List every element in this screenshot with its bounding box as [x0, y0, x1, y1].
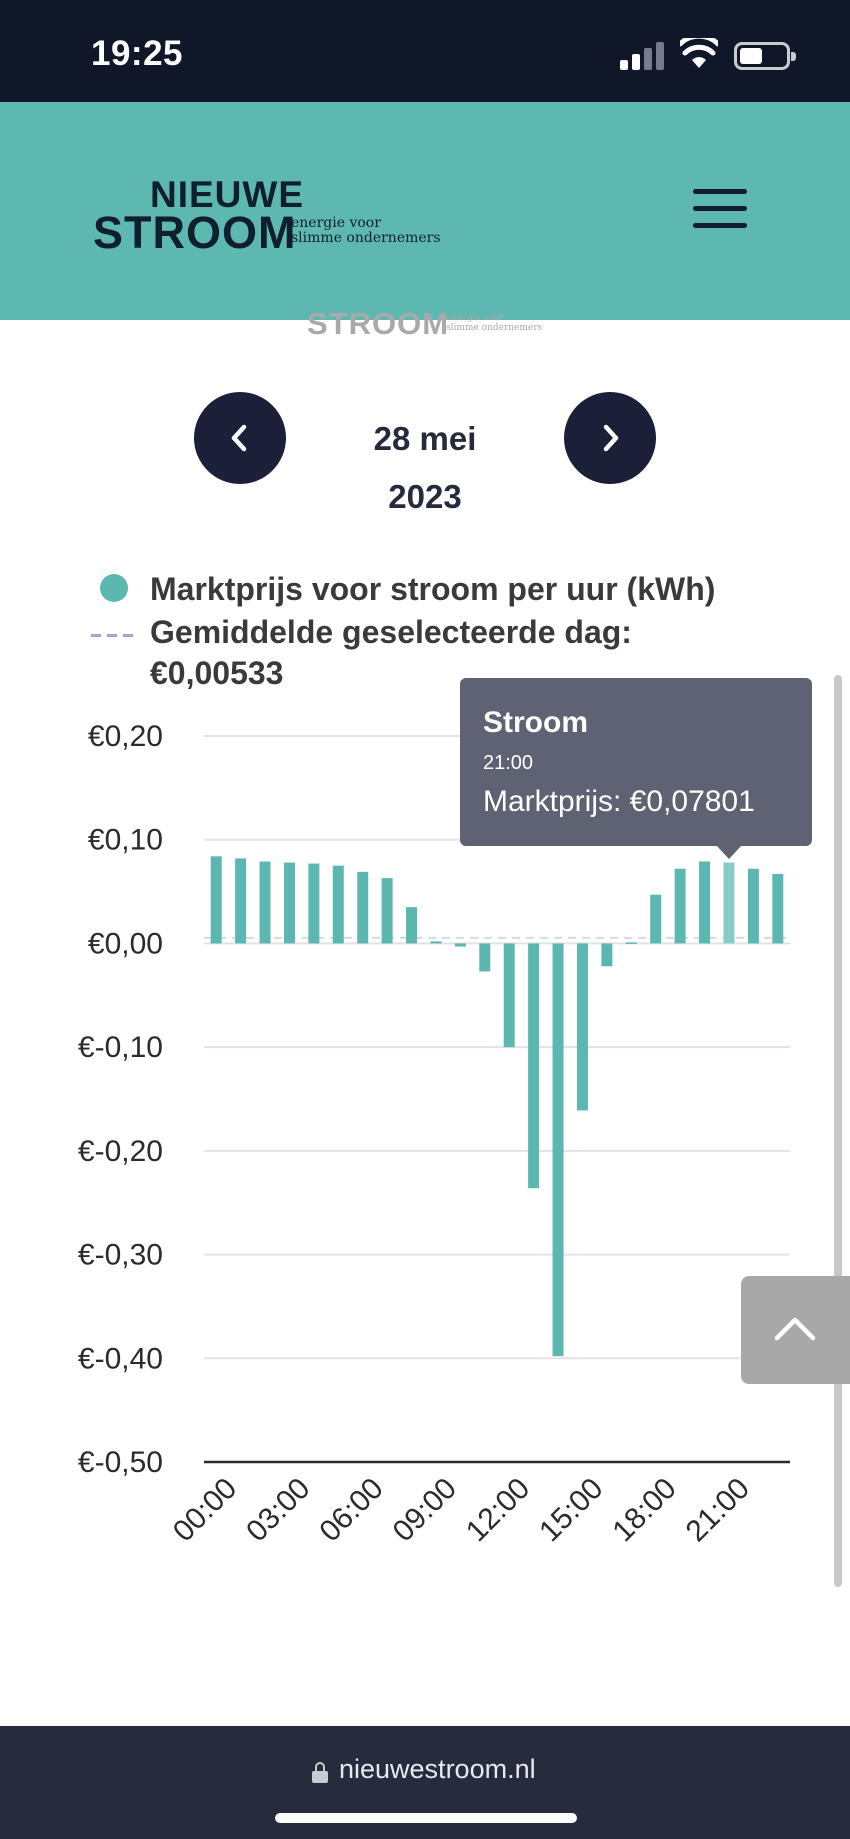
tooltip-time: 21:00 — [483, 752, 534, 774]
x-tick-label: 12:00 — [460, 1472, 536, 1548]
tooltip-arrow — [716, 845, 742, 859]
faded-tag-1: energie voor — [446, 313, 504, 323]
bar-1600[interactable] — [601, 943, 613, 967]
bar-2100[interactable] — [723, 862, 735, 944]
y-axis-ticks: €0,20 €0,10 €0,00 €-0,10 €-0,20 €-0,30 €-0,40 €… — [78, 720, 163, 1479]
date-day-month: 28 mei — [373, 420, 477, 457]
legend-average-value: €0,00533 — [150, 655, 284, 691]
previous-day-button[interactable] — [194, 392, 286, 484]
bar-1400[interactable] — [552, 943, 564, 1357]
y-tick-label: €-0,10 — [78, 1031, 163, 1064]
y-tick-label: €-0,40 — [78, 1342, 163, 1375]
legend-average-dash[interactable] — [91, 634, 139, 637]
tooltip-title: Stroom — [483, 706, 588, 739]
logo-line2: STROOM — [93, 207, 297, 258]
logo-tagline: energie voor slimme ondernemers — [291, 216, 441, 246]
legend-average-label[interactable]: Gemiddelde geselecteerde dag: — [150, 614, 632, 650]
bar-1900[interactable] — [674, 868, 686, 944]
browser-bar: nieuwestroom.nl — [0, 1726, 850, 1839]
bar-0000[interactable] — [210, 856, 222, 944]
y-tick-label: €0,10 — [88, 824, 163, 857]
lock-icon — [312, 1762, 328, 1783]
bar-1700[interactable] — [625, 942, 637, 944]
status-bar: 19:25 — [0, 0, 850, 102]
y-tick-label: €-0,30 — [78, 1239, 163, 1272]
logo-tagline-1: energie voor — [291, 215, 381, 231]
y-tick-label: €0,20 — [88, 720, 163, 753]
x-tick-label: 00:00 — [167, 1472, 243, 1548]
status-time: 19:25 — [91, 34, 184, 73]
battery-icon — [734, 42, 796, 70]
signal-icon — [620, 40, 664, 70]
bar-0400[interactable] — [308, 863, 320, 944]
y-tick-label: €-0,50 — [78, 1446, 163, 1479]
faded-logo-tagline: energie voor slimme ondernemers — [446, 313, 542, 333]
bar-1200[interactable] — [503, 943, 515, 1048]
logo-line1: NIEUWE — [150, 174, 304, 215]
bar-1500[interactable] — [576, 943, 588, 1111]
bar-0300[interactable] — [283, 862, 295, 944]
bar-1300[interactable] — [528, 943, 540, 1189]
bar-1000[interactable] — [454, 943, 466, 947]
bar-0700[interactable] — [381, 878, 393, 944]
bar-0900[interactable] — [430, 941, 442, 944]
x-tick-label: 18:00 — [606, 1472, 682, 1548]
hamburger-menu-icon[interactable] — [690, 184, 750, 234]
bar-0100[interactable] — [235, 858, 247, 944]
bars — [210, 856, 784, 1357]
x-tick-label: 15:00 — [533, 1472, 609, 1548]
faded-logo: STROOM — [307, 306, 450, 341]
bar-1800[interactable] — [650, 894, 662, 944]
x-tick-label: 03:00 — [240, 1472, 316, 1548]
faded-tag-2: slimme ondernemers — [446, 323, 543, 333]
scroll-to-top-button[interactable] — [741, 1276, 850, 1384]
legend-series-label[interactable]: Marktprijs voor stroom per uur (kWh) — [150, 571, 716, 607]
bar-2000[interactable] — [699, 861, 711, 944]
chevron-up-icon — [774, 1317, 816, 1341]
x-tick-label: 21:00 — [680, 1472, 756, 1548]
x-tick-label: 06:00 — [313, 1472, 389, 1548]
y-tick-label: €-0,20 — [78, 1135, 163, 1168]
site-header: NIEUWE STROOM energie voor slimme ondern… — [0, 102, 850, 320]
logo-tagline-2: slimme ondernemers — [291, 230, 441, 246]
bar-2200[interactable] — [747, 868, 759, 944]
chevron-right-icon — [603, 424, 619, 452]
bar-0600[interactable] — [357, 871, 369, 944]
date-year: 2023 — [388, 478, 462, 515]
legend-series-dot[interactable] — [100, 574, 128, 602]
bar-2300[interactable] — [772, 873, 784, 944]
chart-tooltip: Stroom 21:00 Marktprijs: €0,07801 — [460, 678, 812, 846]
bar-0800[interactable] — [406, 907, 418, 944]
tooltip-value: Marktprijs: €0,07801 — [483, 785, 755, 818]
next-day-button[interactable] — [564, 392, 656, 484]
page-scrollbar[interactable] — [834, 675, 842, 1587]
bar-1100[interactable] — [479, 943, 491, 972]
url-text[interactable]: nieuwestroom.nl — [339, 1754, 536, 1784]
y-tick-label: €0,00 — [88, 927, 163, 960]
bar-0500[interactable] — [332, 865, 344, 944]
chevron-left-icon — [231, 424, 247, 452]
home-indicator[interactable] — [275, 1813, 577, 1823]
bar-0200[interactable] — [259, 861, 271, 944]
x-tick-label: 09:00 — [387, 1472, 463, 1548]
wifi-icon — [680, 38, 718, 68]
